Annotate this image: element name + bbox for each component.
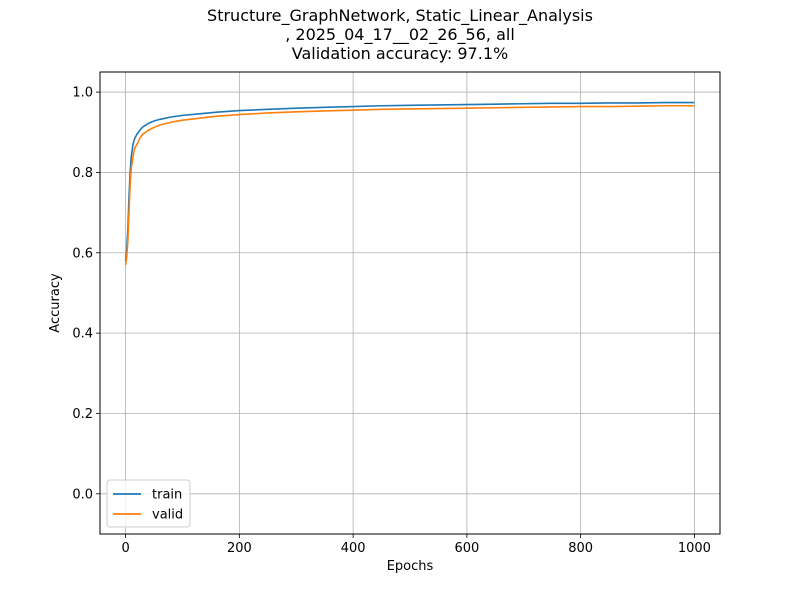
- legend: train valid: [106, 479, 191, 528]
- legend-label-valid: valid: [152, 508, 183, 523]
- x-tick-label: 400: [341, 541, 366, 556]
- plot-frame: [99, 71, 721, 535]
- chart-title: Structure_GraphNetwork, Static_Linear_An…: [0, 6, 800, 63]
- chart-title-line-1: Structure_GraphNetwork, Static_Linear_An…: [207, 6, 593, 25]
- y-tick-label: 0.8: [72, 166, 93, 181]
- x-tick-label: 0: [121, 541, 129, 556]
- x-tick-label: 200: [227, 541, 252, 556]
- x-tick-label: 800: [568, 541, 593, 556]
- y-tick-label: 0.6: [72, 246, 93, 261]
- legend-box: [106, 479, 191, 528]
- y-tick-label: 1.0: [72, 86, 93, 101]
- y-axis-label: Accuracy: [48, 273, 63, 333]
- x-axis-label: Epochs: [387, 559, 434, 574]
- chart-title-line-2: , 2025_04_17__02_26_56, all: [285, 25, 515, 44]
- series-line-valid: [124, 104, 695, 265]
- legend-label-train: train: [152, 488, 182, 503]
- y-tick-label: 0.2: [72, 407, 93, 422]
- series-layer: [124, 101, 695, 265]
- series-line-train: [124, 101, 695, 261]
- chart-title-line-3: Validation accuracy: 97.1%: [291, 44, 509, 63]
- x-tick-label: 1000: [678, 541, 711, 556]
- y-tick-label: 0.4: [72, 327, 93, 342]
- x-tick-label: 600: [454, 541, 479, 556]
- grid: [100, 72, 720, 534]
- ticks: 0 200 400 600 800 1000 0.0 0.2 0.4 0.6 0.8 1.0: [72, 86, 711, 556]
- y-tick-label: 0.0: [72, 487, 93, 502]
